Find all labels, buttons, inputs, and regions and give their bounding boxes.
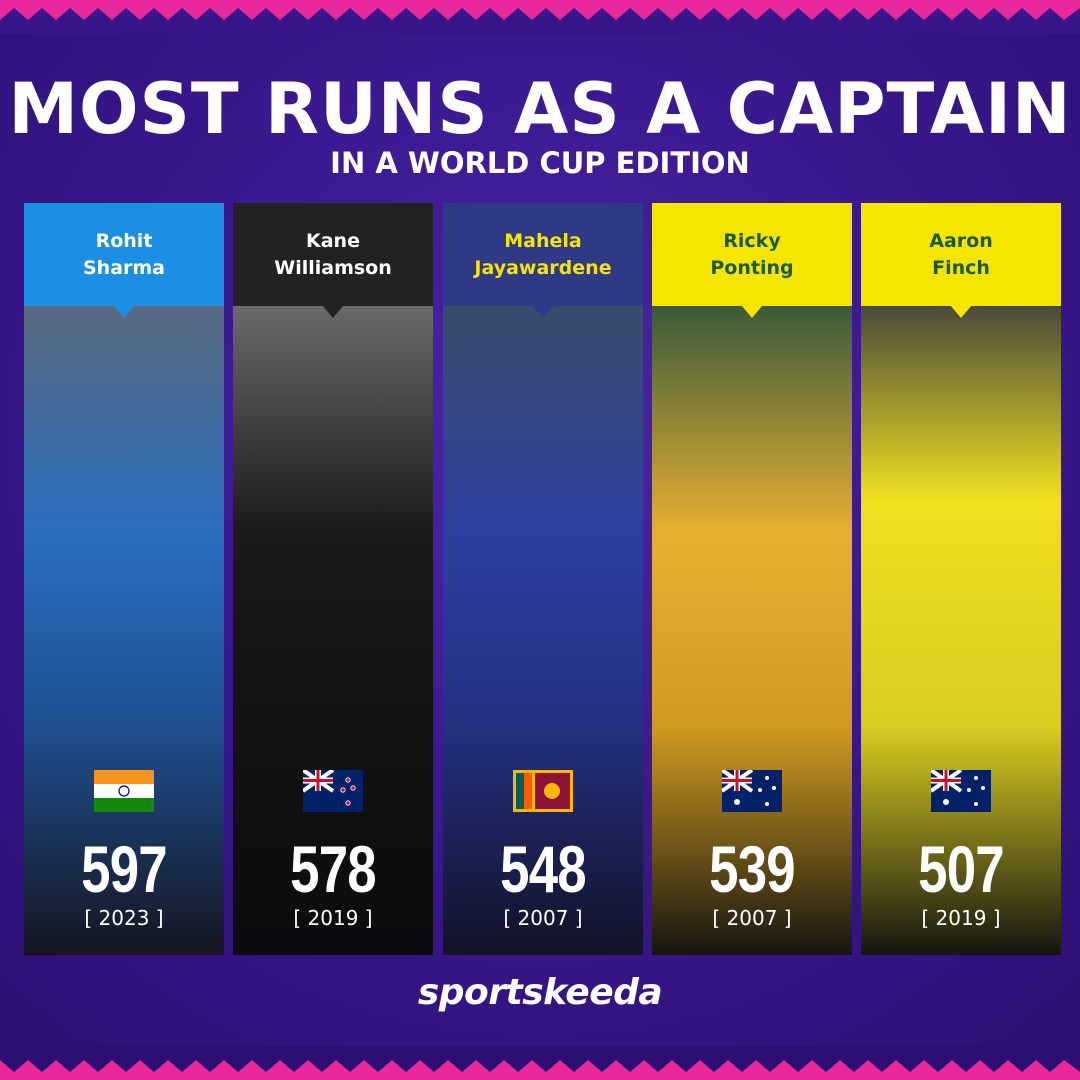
player-photo [443, 306, 643, 955]
player-card: Aaron Finch 507 [ 2019 ] [861, 203, 1061, 955]
pointer [532, 305, 554, 318]
player-header: Aaron Finch [861, 203, 1061, 306]
player-header: Kane Williamson [233, 203, 433, 306]
player-card: Rohit Sharma 597 [ 2023 ] [24, 203, 224, 955]
pointer [950, 305, 972, 318]
player-name: Williamson [274, 256, 392, 279]
player-header: Rohit Sharma [24, 203, 224, 306]
player-name: Rohit [95, 229, 153, 252]
bottom-border [0, 1046, 1080, 1080]
brand-logo: sportskeeda [417, 972, 663, 1013]
flag [931, 770, 991, 812]
year: [ 2019 ] [293, 906, 373, 930]
player-header: Ricky Ponting [652, 203, 852, 306]
player-header: Mahela Jayawardene [443, 203, 643, 306]
player-name: Ponting [710, 256, 794, 279]
pointer [741, 305, 763, 318]
flag [513, 770, 573, 812]
year: [ 2023 ] [84, 906, 164, 930]
title: MOST RUNS AS A CAPTAIN [8, 68, 1072, 150]
flag [94, 770, 154, 812]
player-photo [233, 306, 433, 955]
player-photo [24, 306, 224, 955]
runs: 507 [918, 832, 1004, 906]
year: [ 2007 ] [503, 906, 583, 930]
flag [722, 770, 782, 812]
runs: 578 [290, 832, 377, 906]
year: [ 2019 ] [921, 906, 1001, 930]
player-photo [861, 306, 1061, 955]
player-card: Kane Williamson 578 [ 2019 ] [233, 203, 433, 955]
runs: 597 [81, 832, 168, 906]
runs: 539 [709, 832, 795, 906]
runs: 548 [500, 832, 586, 906]
pointer [322, 305, 344, 318]
top-border [0, 0, 1080, 34]
subtitle: IN A WORLD CUP EDITION [330, 146, 750, 180]
year: [ 2007 ] [712, 906, 792, 930]
flag [303, 770, 363, 812]
player-name: Kane [306, 229, 360, 252]
player-name: Mahela [504, 229, 582, 252]
player-photo [652, 306, 852, 955]
player-card: Ricky Ponting 539 [ 2007 ] [652, 203, 852, 955]
player-name: Jayawardene [474, 256, 612, 279]
player-card: Mahela Jayawardene 548 [ 2007 ] [443, 203, 643, 955]
player-name: Sharma [82, 256, 166, 279]
player-name: Finch [932, 256, 990, 279]
player-name: Ricky [723, 229, 781, 252]
player-name: Aaron [929, 229, 993, 252]
pointer [113, 305, 135, 318]
